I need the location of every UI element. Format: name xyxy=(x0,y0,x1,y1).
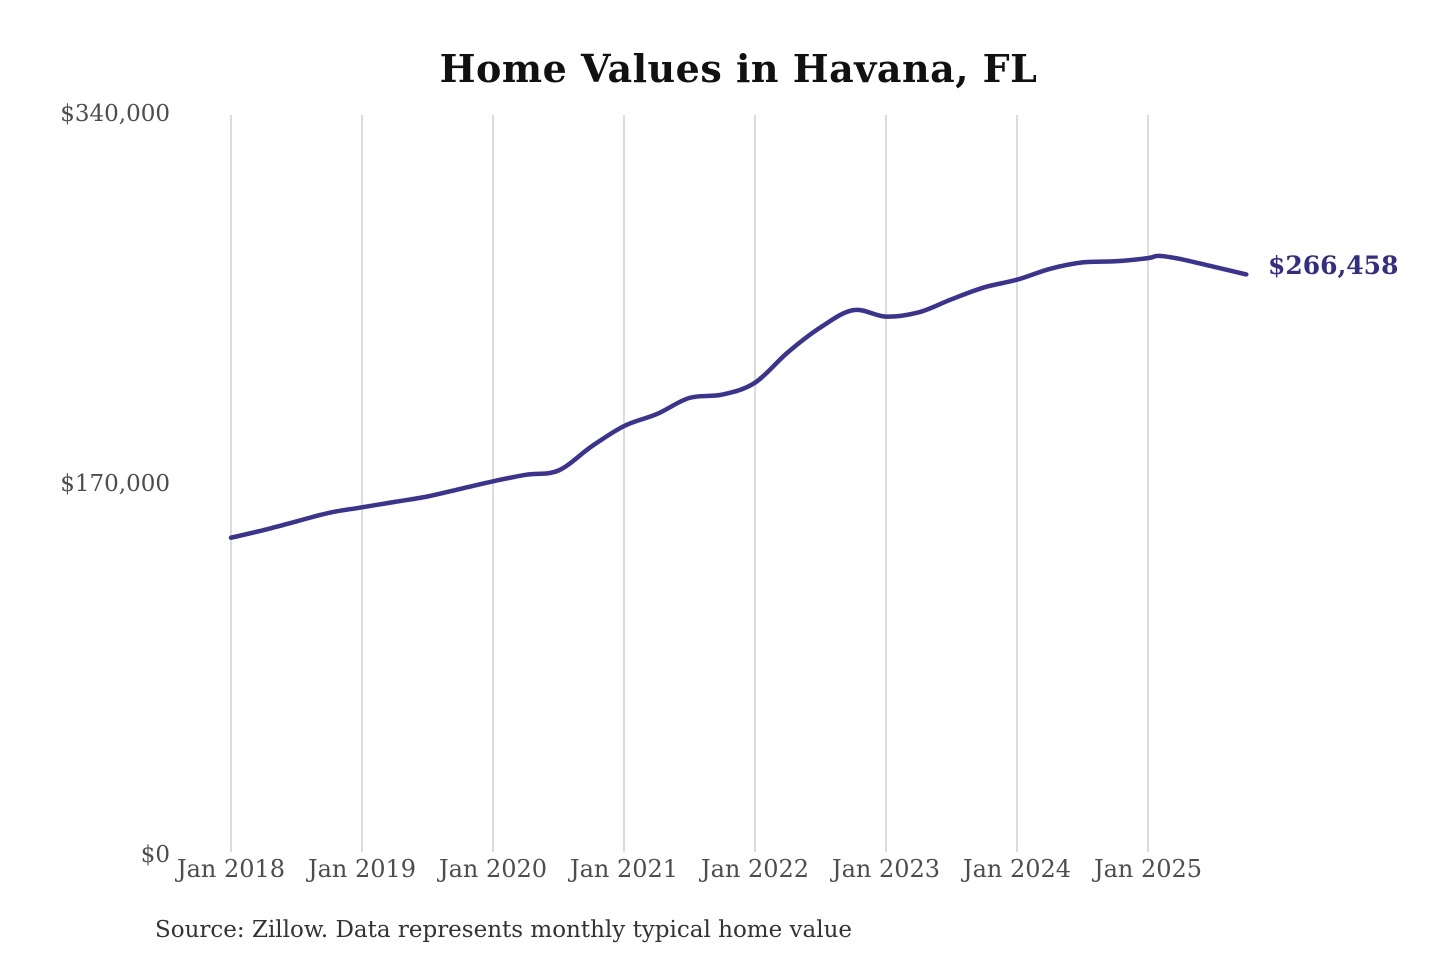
home-value-line xyxy=(228,253,1249,540)
x-axis-tick-jan-2020: Jan 2020 xyxy=(438,855,548,883)
y-axis-tick-170000: $170,000 xyxy=(60,471,170,497)
y-axis-tick-0: $0 xyxy=(140,842,170,868)
x-axis-tick-jan-2022: Jan 2022 xyxy=(700,855,810,883)
x-axis-tick-jan-2023: Jan 2023 xyxy=(831,855,941,883)
source-note: Source: Zillow. Data represents monthly … xyxy=(155,917,853,943)
x-axis-tick-jan-2024: Jan 2024 xyxy=(962,855,1072,883)
x-axis-tick-jan-2019: Jan 2019 xyxy=(307,855,417,883)
y-axis-tick-340000: $340,000 xyxy=(60,101,170,127)
x-axis-tick-jan-2025: Jan 2025 xyxy=(1093,855,1203,883)
chart-title: Home Values in Havana, FL xyxy=(439,46,1038,91)
x-axis-tick-jan-2018: Jan 2018 xyxy=(176,855,286,883)
series-end-value-label: $266,458 xyxy=(1268,251,1399,280)
x-axis-tick-jan-2021: Jan 2021 xyxy=(569,855,679,883)
